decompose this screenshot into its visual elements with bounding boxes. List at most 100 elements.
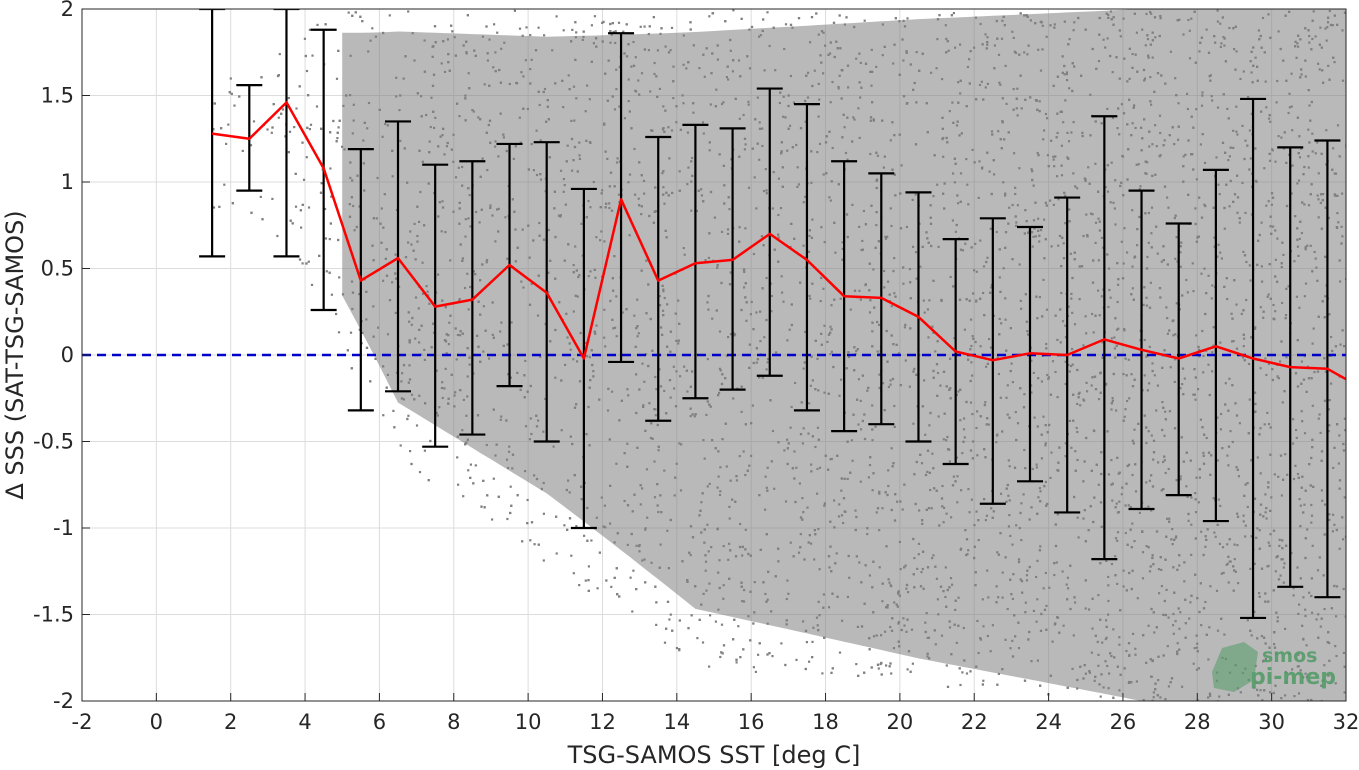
scatter-point xyxy=(1119,673,1122,676)
scatter-point xyxy=(1319,625,1322,628)
scatter-point xyxy=(644,581,647,584)
scatter-point xyxy=(1131,439,1134,442)
scatter-point xyxy=(996,551,999,554)
scatter-point xyxy=(233,104,236,107)
scatter-point xyxy=(878,373,881,376)
scatter-point xyxy=(1032,184,1035,187)
scatter-point xyxy=(906,17,909,20)
scatter-point xyxy=(535,129,538,132)
scatter-point xyxy=(479,279,482,282)
scatter-point xyxy=(963,659,966,662)
scatter-point xyxy=(835,552,838,555)
scatter-point xyxy=(410,462,413,466)
scatter-point xyxy=(345,94,348,97)
scatter-point xyxy=(443,70,447,73)
scatter-point xyxy=(1166,317,1169,320)
scatter-point xyxy=(1112,628,1115,631)
scatter-point xyxy=(1054,370,1057,374)
scatter-point xyxy=(1211,99,1214,102)
scatter-point xyxy=(823,241,826,244)
scatter-point xyxy=(270,131,273,134)
scatter-point xyxy=(957,81,960,84)
scatter-point xyxy=(1220,617,1223,620)
scatter-point xyxy=(416,240,419,243)
scatter-point xyxy=(587,565,590,568)
scatter-point xyxy=(1015,107,1018,110)
scatter-point xyxy=(1105,636,1108,639)
scatter-point xyxy=(1164,558,1167,561)
scatter-point xyxy=(1343,345,1346,348)
scatter-point xyxy=(704,569,707,572)
scatter-point xyxy=(728,208,731,211)
scatter-point xyxy=(861,239,864,243)
scatter-point xyxy=(962,428,966,431)
scatter-point xyxy=(1012,573,1015,576)
scatter-point xyxy=(1080,74,1083,77)
scatter-point xyxy=(1311,438,1314,441)
scatter-point xyxy=(1285,79,1288,82)
scatter-point xyxy=(1328,9,1331,13)
scatter-point xyxy=(893,257,896,260)
scatter-point xyxy=(902,19,905,22)
scatter-point xyxy=(1135,680,1138,683)
scatter-point xyxy=(1242,514,1245,517)
scatter-point xyxy=(732,9,735,12)
scatter-point xyxy=(986,43,989,46)
scatter-point xyxy=(831,146,834,150)
scatter-point xyxy=(603,504,606,507)
scatter-point xyxy=(1174,358,1177,361)
scatter-point xyxy=(486,169,489,172)
scatter-point xyxy=(1006,607,1009,611)
scatter-point xyxy=(1109,201,1112,204)
scatter-point xyxy=(1120,493,1123,496)
scatter-point xyxy=(1049,199,1052,202)
scatter-point xyxy=(1267,423,1271,426)
scatter-point xyxy=(1059,341,1062,344)
scatter-point xyxy=(813,69,816,72)
scatter-point xyxy=(1181,383,1184,386)
scatter-point xyxy=(1046,373,1049,377)
scatter-point xyxy=(382,414,385,417)
scatter-point xyxy=(415,424,419,427)
scatter-point xyxy=(868,262,871,265)
scatter-point xyxy=(862,209,865,213)
scatter-point xyxy=(1036,108,1039,111)
scatter-point xyxy=(213,102,216,105)
scatter-point xyxy=(973,161,976,164)
scatter-point xyxy=(582,35,585,39)
scatter-point xyxy=(837,87,840,90)
scatter-point xyxy=(979,637,982,640)
scatter-point xyxy=(1308,41,1311,44)
scatter-point xyxy=(1173,427,1177,430)
scatter-point xyxy=(1075,426,1078,430)
scatter-point xyxy=(463,286,467,290)
scatter-point xyxy=(857,378,860,381)
scatter-point xyxy=(1214,535,1217,538)
scatter-point xyxy=(562,29,565,32)
scatter-point xyxy=(829,520,832,523)
scatter-point xyxy=(864,223,867,226)
scatter-point xyxy=(1060,144,1063,147)
scatter-point xyxy=(1091,597,1094,600)
scatter-point xyxy=(979,638,983,641)
scatter-point xyxy=(1152,458,1155,461)
scatter-point xyxy=(462,495,465,498)
scatter-point xyxy=(627,43,630,46)
scatter-point xyxy=(1072,172,1075,175)
scatter-point xyxy=(631,610,634,613)
scatter-point xyxy=(647,364,650,368)
scatter-point xyxy=(537,26,540,29)
scatter-point xyxy=(663,469,666,472)
scatter-point xyxy=(1303,203,1306,206)
scatter-point xyxy=(1233,279,1236,282)
scatter-point xyxy=(1122,262,1125,265)
scatter-point xyxy=(829,52,832,55)
scatter-point xyxy=(1236,512,1239,515)
scatter-point xyxy=(1317,172,1320,175)
scatter-point xyxy=(1166,332,1169,335)
scatter-point xyxy=(953,337,956,340)
scatter-point xyxy=(806,506,809,509)
scatter-point xyxy=(855,515,858,519)
scatter-point xyxy=(1252,46,1255,49)
scatter-point xyxy=(822,31,825,34)
